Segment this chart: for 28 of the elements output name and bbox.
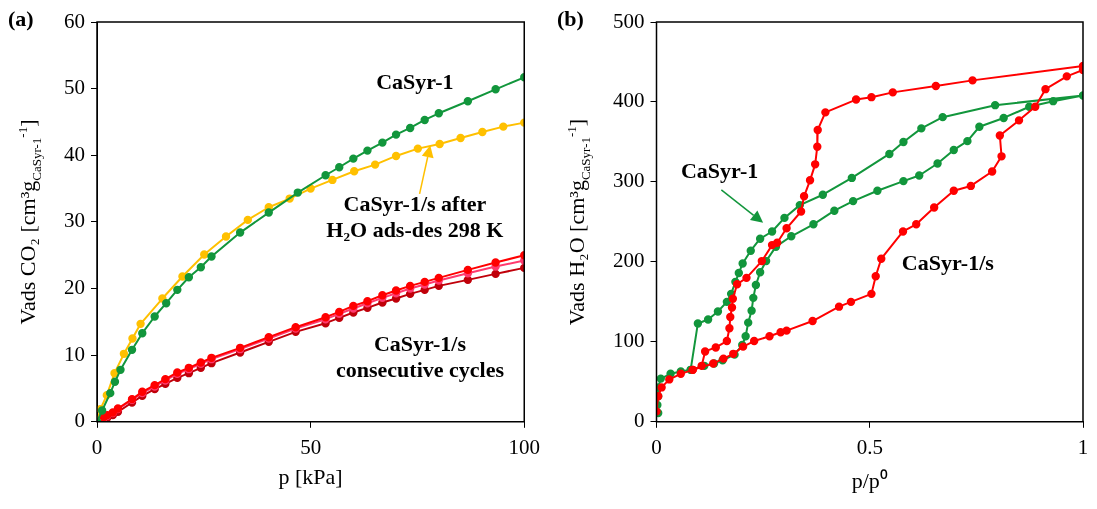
x-tick-label: 1	[1077, 434, 1089, 459]
x-tick-label: 0.5	[856, 434, 883, 459]
y-tick-label: 200	[613, 248, 645, 273]
x-tick-label: 0	[91, 434, 103, 459]
annotation: CaSyr-1/s	[901, 249, 995, 275]
chart-title: (a)	[8, 6, 34, 32]
y-tick-label: 10	[64, 341, 85, 366]
y-tick-label: 100	[613, 328, 645, 353]
y-tick-label: 40	[64, 141, 85, 166]
y-tick-label: 30	[64, 208, 85, 233]
y-tick-label: 0	[634, 408, 645, 433]
annotation: CaSyr-1/s after H₂O ads-des 298 K	[326, 190, 504, 242]
y-tick-label: 50	[64, 75, 85, 100]
annotation: CaSyr-1/s consecutive cycles	[336, 330, 505, 382]
y-tick-label: 60	[64, 8, 85, 33]
x-axis-title: p [kPa]	[278, 463, 343, 490]
x-tick-label: 100	[508, 434, 540, 459]
y-tick-label: 300	[613, 168, 645, 193]
x-tick-label: 50	[300, 434, 322, 459]
y-tick-label: 500	[613, 8, 645, 33]
y-tick-label: 0	[74, 408, 85, 433]
annotation: CaSyr-1	[680, 158, 759, 184]
y-tick-label: 20	[64, 275, 85, 300]
annotation: CaSyr-1	[376, 69, 454, 95]
x-tick-label: 0	[651, 434, 662, 459]
y-tick-label: 400	[613, 88, 645, 113]
x-axis-title: p/p⁰	[851, 466, 888, 494]
chart-title: (b)	[557, 6, 584, 32]
